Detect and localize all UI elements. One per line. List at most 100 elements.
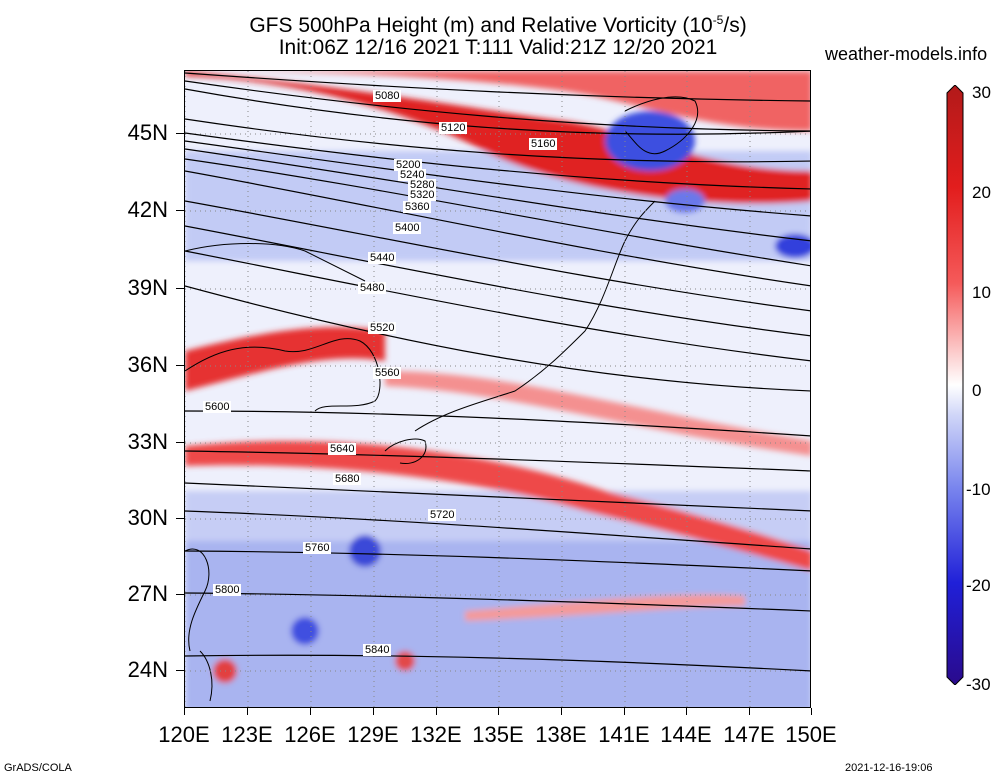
contour-label: 5640 <box>330 443 354 455</box>
colorbar-label: 10 <box>972 283 991 302</box>
title-exponent: -5 <box>712 13 724 27</box>
coastlines <box>185 96 699 702</box>
contour-label-bg <box>373 90 401 102</box>
korea-coast <box>185 338 381 412</box>
lon-label: 147E <box>723 722 775 747</box>
contour-label-bg <box>408 189 436 201</box>
pos-vorticity-band <box>385 371 810 456</box>
lon-tick <box>811 708 812 715</box>
lon-tick <box>247 708 248 715</box>
contour-label: 5200 <box>396 159 420 171</box>
contour-label: 5560 <box>375 367 399 379</box>
contour-line <box>185 250 810 362</box>
contour-line <box>185 225 810 337</box>
lat-label: 24N <box>127 657 168 682</box>
colorbar-label: -10 <box>966 480 991 499</box>
contour-label-bg <box>203 401 231 413</box>
height-contours <box>185 72 810 672</box>
taiwan-coast <box>199 650 213 702</box>
lon-label: 138E <box>535 722 587 747</box>
contour-line <box>185 200 810 312</box>
pos-vorticity-band <box>185 441 810 571</box>
contour-label-bg <box>428 509 456 521</box>
contour-label: 5480 <box>360 282 384 294</box>
chart-subtitle: Init:06Z 12/16 2021 T:111 Valid:21Z 12/2… <box>278 36 718 59</box>
lat-label: 27N <box>127 581 168 606</box>
contour-line <box>185 170 810 287</box>
pos-vorticity-band <box>185 327 385 391</box>
lat-tick <box>176 365 184 366</box>
lat-tick <box>176 133 184 134</box>
colorbar-fill <box>946 85 964 685</box>
contour-label: 5080 <box>375 90 399 102</box>
colorbar-label: 0 <box>972 381 982 400</box>
map-panel: 5080 5120 5160 5200 5240 5280 5320 5360 5400 5440… <box>184 70 811 708</box>
contour-line <box>185 140 810 217</box>
lon-label: 135E <box>472 722 524 747</box>
contour-label: 5240 <box>400 169 424 181</box>
speckle <box>349 535 381 567</box>
vorticity-low <box>665 189 705 213</box>
lon-tick <box>184 708 185 715</box>
contour-label-bg <box>439 122 467 134</box>
lat-tick <box>176 210 184 211</box>
contour-line <box>185 482 810 512</box>
contour-line <box>185 118 810 163</box>
contour-label-bg <box>373 367 401 379</box>
vorticity-low <box>605 111 695 171</box>
contour-label: 5280 <box>410 179 434 191</box>
contour-label: 5760 <box>305 542 329 554</box>
lon-label: 141E <box>598 722 650 747</box>
contour-label: 5120 <box>441 122 465 134</box>
title-text-1: GFS 500hPa Height (m) and Relative Vorti… <box>249 14 713 37</box>
contour-label: 5360 <box>405 201 429 213</box>
lon-tick <box>373 708 374 715</box>
contour-label-bg <box>398 169 426 181</box>
contour-label: 5840 <box>365 644 389 656</box>
speckle <box>395 651 415 671</box>
contour-label-bg <box>333 473 361 485</box>
colorbar-label: -30 <box>966 675 991 694</box>
lon-tick <box>686 708 687 715</box>
lat-tick <box>176 288 184 289</box>
contour-label-bg <box>358 282 386 294</box>
speckle <box>291 617 319 645</box>
lat-label: 42N <box>127 197 168 222</box>
colorbar-label: 30 <box>972 83 991 102</box>
contour-line <box>185 285 810 392</box>
lon-tick <box>498 708 499 715</box>
kyushu-coast <box>384 438 427 465</box>
hokkaido-coast <box>624 96 699 154</box>
lon-tick <box>310 708 311 715</box>
contour-label-bg <box>529 138 557 150</box>
contour-label: 5320 <box>410 189 434 201</box>
lat-tick <box>176 594 184 595</box>
colorbar-label: 20 <box>972 183 991 202</box>
contour-line <box>185 592 810 612</box>
lat-label: 36N <box>127 352 168 377</box>
lon-tick <box>561 708 562 715</box>
contour-line <box>185 410 810 437</box>
contour-label: 5600 <box>205 401 229 413</box>
lat-tick <box>176 670 184 671</box>
contour-line <box>185 158 810 267</box>
contour-line <box>185 88 810 135</box>
contour-line <box>185 450 810 472</box>
lon-tick <box>436 708 437 715</box>
lat-label: 45N <box>127 120 168 145</box>
lon-label: 150E <box>785 722 837 747</box>
pos-vorticity-band <box>185 71 810 131</box>
contour-label: 5680 <box>335 473 359 485</box>
contour-label-bg <box>328 443 356 455</box>
contour-line <box>185 654 810 672</box>
contour-label: 5720 <box>430 509 454 521</box>
contour-label: 5160 <box>531 138 555 150</box>
contour-label-bg <box>408 179 436 191</box>
lon-label: 123E <box>221 722 273 747</box>
contour-label-bg <box>368 252 396 264</box>
contour-line <box>185 132 810 190</box>
contour-line <box>185 80 810 132</box>
title-text-2: /s) <box>723 14 747 37</box>
lat-tick <box>176 518 184 519</box>
lat-label: 30N <box>127 505 168 530</box>
